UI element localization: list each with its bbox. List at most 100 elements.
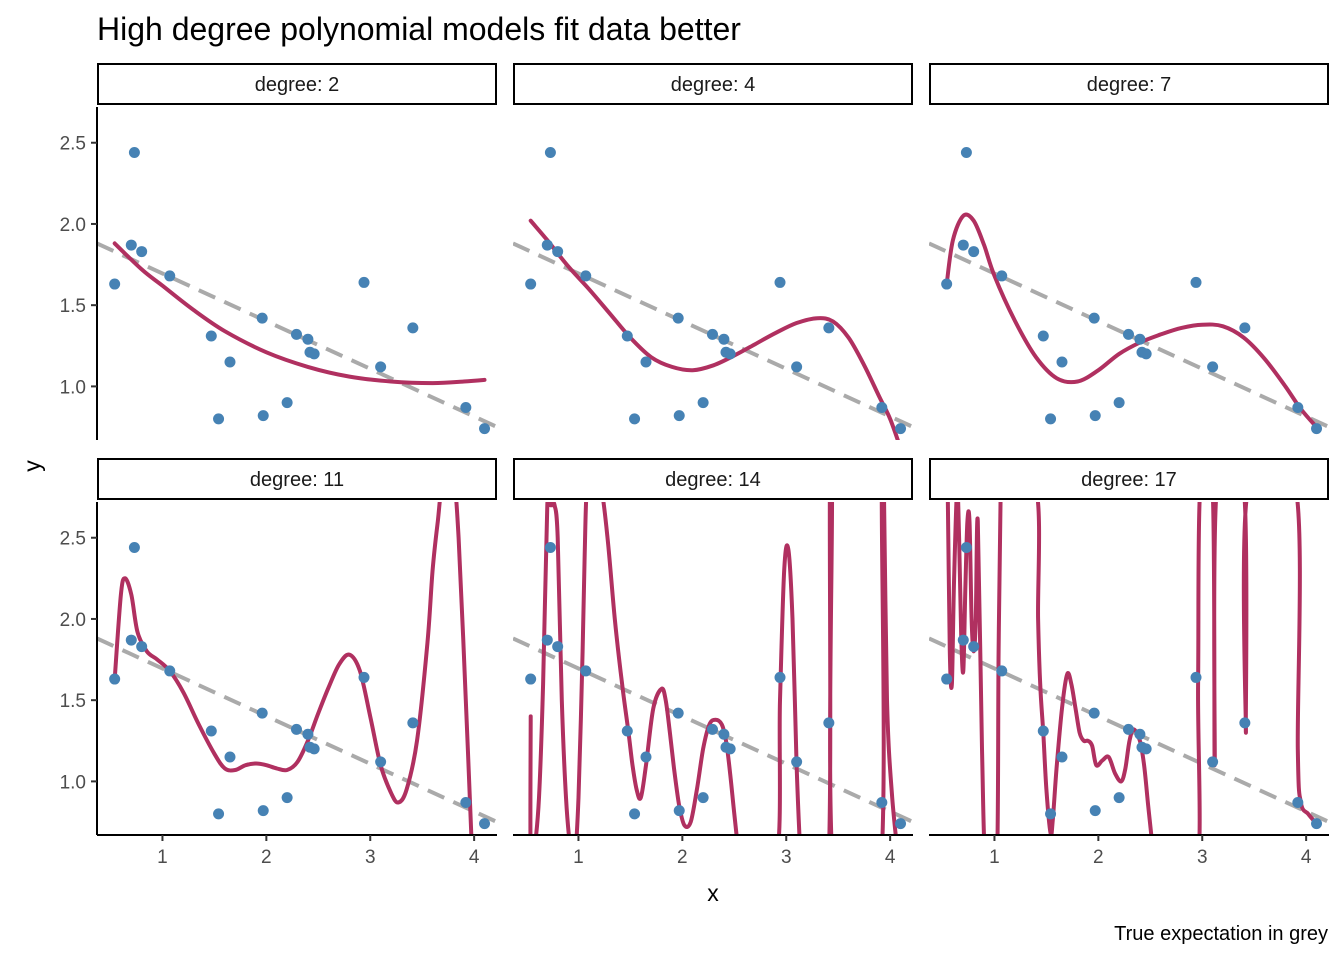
data-point <box>1190 276 1202 288</box>
facet-panel-degree-4: degree: 4 <box>513 63 913 440</box>
facet-strip <box>97 458 497 500</box>
y-tick-label: 2.5 <box>60 134 86 155</box>
data-point <box>1122 723 1134 735</box>
x-tick-label: 3 <box>365 847 376 868</box>
facet-strip-label: degree: 11 <box>250 469 344 491</box>
facet-panel-degree-17: degree: 17 1 2 3 4 <box>929 458 1329 868</box>
data-point <box>724 743 736 755</box>
data-point <box>281 792 293 804</box>
data-point <box>791 756 803 768</box>
data-point <box>128 146 140 158</box>
x-tick-label: 4 <box>885 847 896 868</box>
plot-area <box>513 146 913 440</box>
data-point <box>941 673 953 685</box>
data-point <box>1134 728 1146 740</box>
data-point <box>957 239 969 251</box>
data-point <box>640 356 652 368</box>
plot-area <box>929 146 1329 435</box>
data-point <box>1140 743 1152 755</box>
data-point <box>109 278 121 290</box>
data-point <box>1140 348 1152 360</box>
data-point <box>257 410 269 422</box>
x-tick-label: 3 <box>1197 847 1208 868</box>
data-point <box>706 328 718 340</box>
x-tick-label: 1 <box>989 847 1000 868</box>
data-point <box>1037 725 1049 737</box>
data-point <box>1045 413 1057 425</box>
data-point <box>164 270 176 282</box>
facet-strip-label: degree: 4 <box>671 74 756 96</box>
data-point <box>541 239 553 251</box>
data-point <box>791 361 803 373</box>
data-point <box>621 725 633 737</box>
polynomial-fit-curve <box>112 241 487 386</box>
data-point <box>1292 797 1304 809</box>
data-point <box>525 278 537 290</box>
x-tick-label: 2 <box>677 847 688 868</box>
data-point <box>718 728 730 740</box>
data-point <box>552 641 564 653</box>
data-point <box>205 725 217 737</box>
y-tick-label: 1.5 <box>60 691 86 712</box>
data-point <box>823 322 835 334</box>
facet-strip-label: degree: 14 <box>665 469 761 491</box>
facet-panel-degree-2: degree: 2 1.0 1.5 2.0 2.5 <box>60 63 497 440</box>
plot-area <box>929 502 1329 835</box>
data-point <box>1088 707 1100 719</box>
y-tick-label: 2.0 <box>60 610 86 631</box>
data-point <box>621 330 633 342</box>
data-point <box>895 423 907 435</box>
x-tick-label: 2 <box>1093 847 1104 868</box>
y-tick-label: 2.5 <box>60 529 86 550</box>
caption: True expectation in grey <box>1114 923 1328 945</box>
data-point <box>876 402 888 414</box>
data-point <box>552 246 564 258</box>
chart-title: High degree polynomial models fit data b… <box>97 11 741 47</box>
data-point <box>460 797 472 809</box>
data-point <box>673 410 685 422</box>
data-point <box>706 723 718 735</box>
data-point <box>1037 330 1049 342</box>
facet-panel-degree-14: degree: 14 1 2 3 4 <box>513 458 913 868</box>
data-point <box>672 312 684 324</box>
data-point <box>479 818 491 830</box>
data-point <box>673 805 685 817</box>
polynomial-fit-curve <box>528 502 898 835</box>
data-point <box>358 671 370 683</box>
y-tick-label: 1.0 <box>60 772 86 793</box>
data-point <box>128 541 140 553</box>
data-point <box>544 541 556 553</box>
data-point <box>1122 328 1134 340</box>
data-point <box>109 673 121 685</box>
data-point <box>375 756 387 768</box>
data-point <box>1239 717 1251 729</box>
data-point <box>308 743 320 755</box>
data-point <box>224 356 236 368</box>
data-point <box>629 808 641 820</box>
data-point <box>672 707 684 719</box>
facet-panel-degree-11: degree: 11 1.0 1.5 2.0 2.5 1 2 3 4 <box>60 458 497 868</box>
data-point <box>290 723 302 735</box>
data-point <box>640 751 652 763</box>
true-expectation-line <box>513 241 913 429</box>
x-tick-label: 4 <box>469 847 480 868</box>
data-point <box>407 322 419 334</box>
facet-panel-degree-7: degree: 7 <box>929 63 1329 435</box>
data-point <box>957 634 969 646</box>
data-point <box>213 808 225 820</box>
true-expectation-line <box>929 636 1329 824</box>
x-axis-title: x <box>707 880 719 906</box>
x-tick-label: 1 <box>157 847 168 868</box>
data-point <box>1190 671 1202 683</box>
polynomial-fit-curve <box>944 212 1319 429</box>
data-point <box>1045 808 1057 820</box>
data-point <box>136 246 148 258</box>
data-point <box>774 671 786 683</box>
data-point <box>256 312 268 324</box>
data-point <box>960 146 972 158</box>
facet-strip <box>97 63 497 105</box>
true-expectation-line <box>513 636 913 824</box>
data-point <box>960 541 972 553</box>
x-tick-label: 3 <box>781 847 792 868</box>
data-point <box>697 397 709 409</box>
